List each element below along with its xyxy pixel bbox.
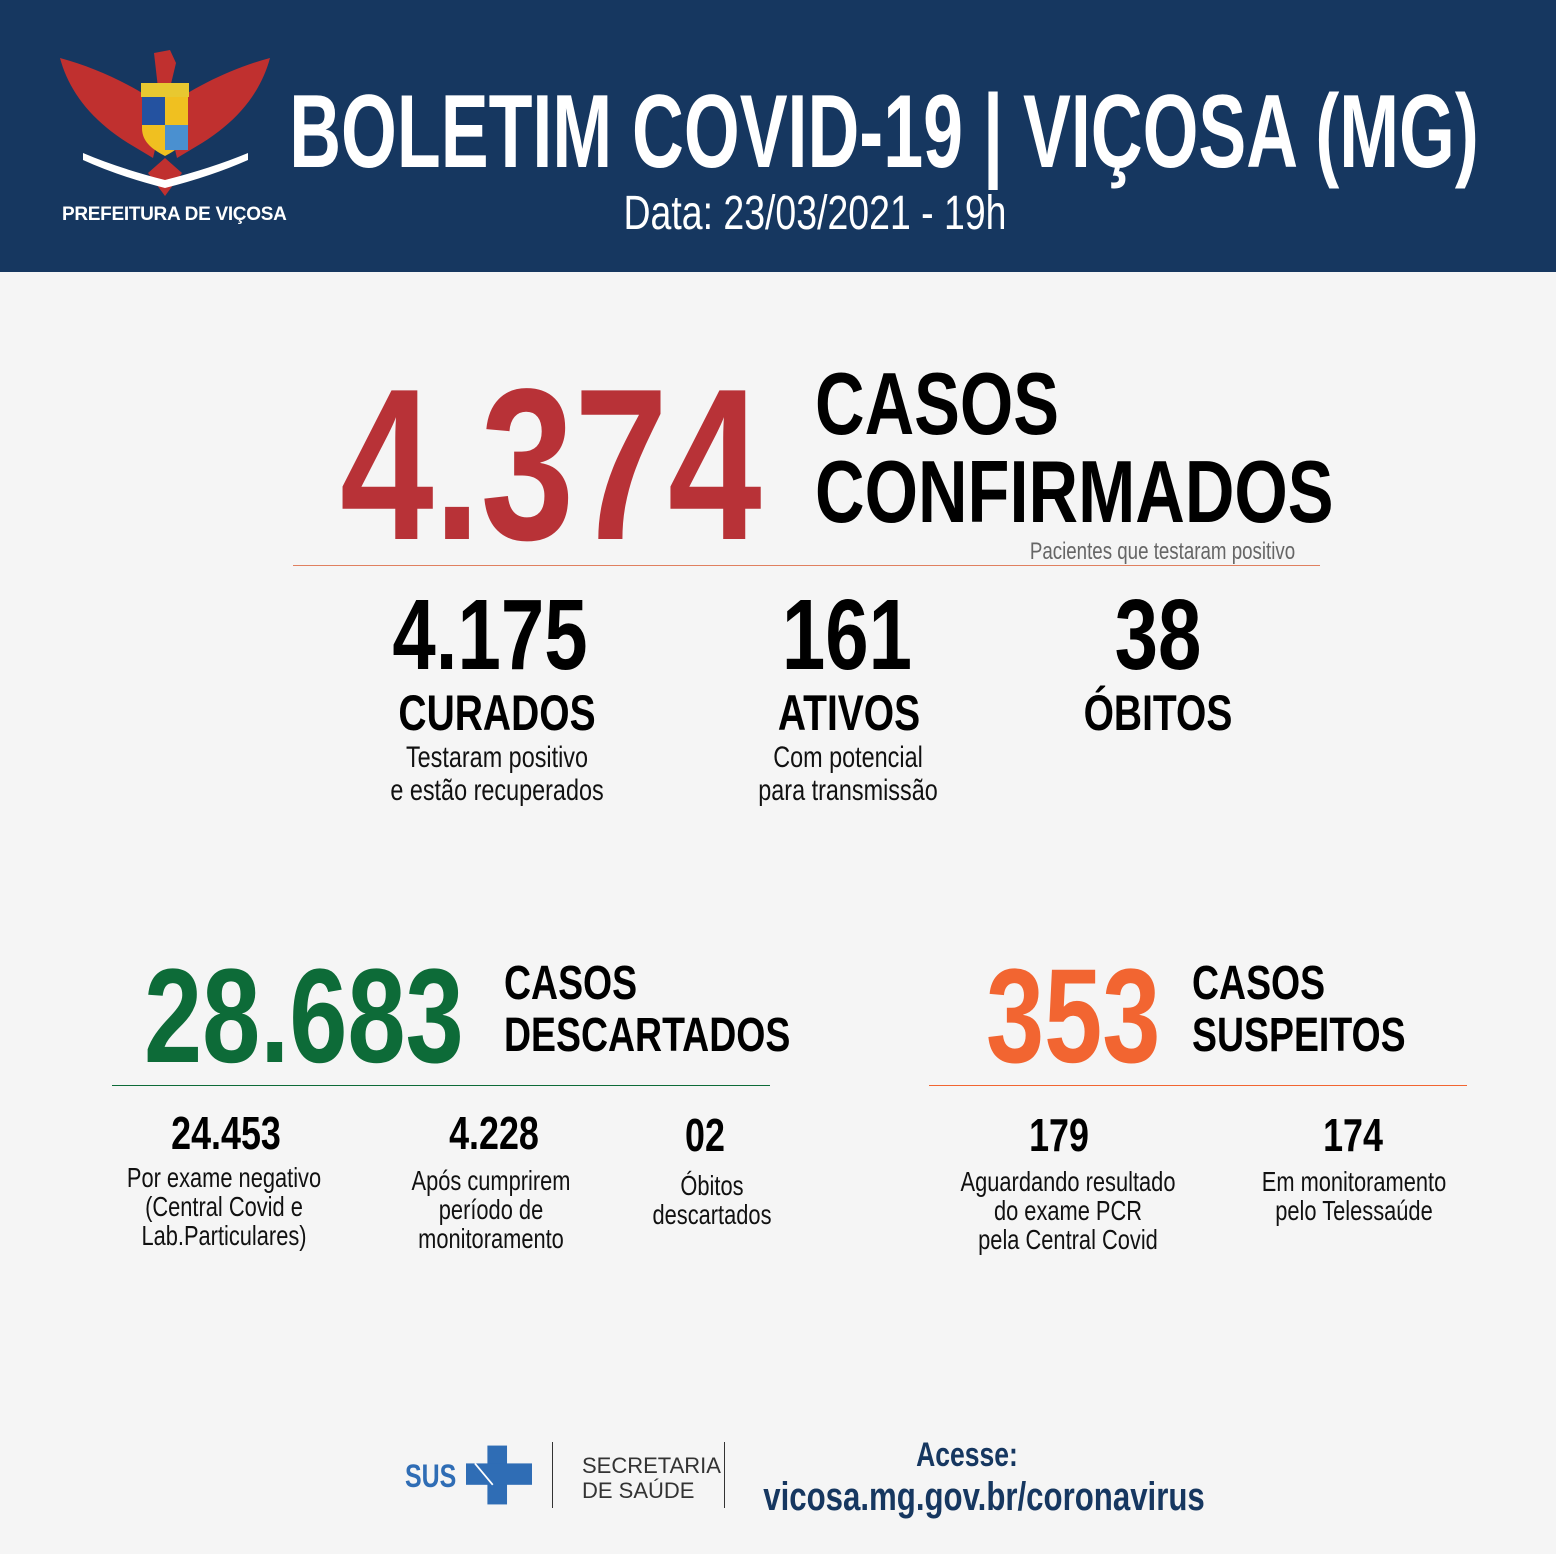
desc-line: Lab.Particulares): [141, 1220, 307, 1251]
desc-line: Aguardando resultado: [960, 1166, 1176, 1197]
confirmed-label-2: CONFIRMADOS: [815, 442, 1334, 541]
footer-divider: [724, 1442, 725, 1508]
desc-line: Óbitos: [680, 1170, 744, 1201]
sus-cross-icon: [466, 1445, 532, 1505]
website-link[interactable]: vicosa.mg.gov.br/coronavirus: [763, 1475, 1205, 1519]
bulletin-date: Data: 23/03/2021 - 19h: [623, 187, 1007, 240]
discarded-value: 28.683: [144, 942, 464, 1091]
active-desc-line: para transmissão: [758, 774, 938, 807]
cured-value: 4.175: [392, 579, 588, 691]
desc-line: Após cumprirem: [411, 1165, 571, 1196]
suspected-label-1: CASOS: [1192, 957, 1326, 1010]
page-title: BOLETIM COVID-19 | VIÇOSA (MG): [289, 74, 1479, 190]
confirmed-note: Pacientes que testaram positivo: [1029, 538, 1295, 565]
neg-exam-value: 24.453: [171, 1107, 281, 1159]
neg-exam-desc: Por exame negativo (Central Covid e Lab.Pa…: [127, 1163, 321, 1250]
confirmed-divider: [293, 565, 1320, 566]
desc-line: descartados: [652, 1199, 772, 1230]
cured-label: CURADOS: [398, 685, 596, 741]
deaths-value: 38: [1114, 579, 1202, 691]
desc-line: pelo Telessaúde: [1275, 1195, 1433, 1226]
desc-line: Em monitoramento: [1261, 1166, 1447, 1197]
deaths-label: ÓBITOS: [1083, 685, 1233, 741]
monitoring-done-value: 4.228: [449, 1107, 539, 1159]
cured-desc: Testaram positivo e estão recuperados: [390, 741, 603, 807]
telehealth-desc: Em monitoramento pelo Telessaúde: [1262, 1167, 1447, 1225]
active-value: 161: [781, 579, 913, 691]
cured-desc-line: Testaram positivo: [405, 741, 589, 774]
header: PREFEITURA DE VIÇOSA BOLETIM COVID-19 | …: [0, 0, 1556, 272]
secretaria-line: DE SAÚDE: [582, 1478, 695, 1503]
suspected-divider: [929, 1085, 1467, 1086]
sus-logo-text: SUS: [405, 1458, 457, 1494]
footer-divider: [552, 1442, 553, 1508]
access-label: Acesse:: [916, 1436, 1018, 1474]
desc-line: pela Central Covid: [978, 1224, 1158, 1255]
confirmed-label-1: CASOS: [815, 354, 1060, 453]
awaiting-pcr-desc: Aguardando resultado do exame PCR pela Cen…: [961, 1167, 1176, 1254]
desc-line: monitoramento: [418, 1223, 564, 1254]
discarded-label-2: DESCARTADOS: [504, 1009, 791, 1062]
confirmed-value: 4.374: [340, 343, 762, 585]
cured-desc-line: e estão recuperados: [390, 774, 604, 807]
monitoring-done-desc: Após cumprirem período de monitoramento: [412, 1166, 571, 1253]
deaths-discarded-value: 02: [685, 1109, 725, 1161]
suspected-value: 353: [986, 942, 1161, 1091]
org-name: PREFEITURA DE VIÇOSA: [62, 204, 287, 225]
active-desc: Com potencial para transmissão: [758, 741, 937, 807]
secretaria-line: SECRETARIA: [582, 1453, 721, 1478]
desc-line: Por exame negativo: [126, 1162, 322, 1193]
active-label: ATIVOS: [777, 685, 921, 741]
telehealth-value: 174: [1323, 1109, 1383, 1161]
awaiting-pcr-value: 179: [1029, 1109, 1089, 1161]
desc-line: do exame PCR: [993, 1195, 1143, 1226]
coat-of-arms-eagle-icon: [60, 50, 270, 196]
desc-line: período de: [438, 1194, 544, 1225]
secretaria-text: SECRETARIA DE SAÚDE: [582, 1453, 721, 1503]
discarded-divider: [112, 1085, 770, 1086]
suspected-label-2: SUSPEITOS: [1192, 1009, 1406, 1062]
discarded-label-1: CASOS: [504, 957, 638, 1010]
active-desc-line: Com potencial: [773, 741, 923, 774]
deaths-discarded-desc: Óbitos descartados: [653, 1171, 772, 1229]
desc-line: (Central Covid e: [145, 1191, 303, 1222]
